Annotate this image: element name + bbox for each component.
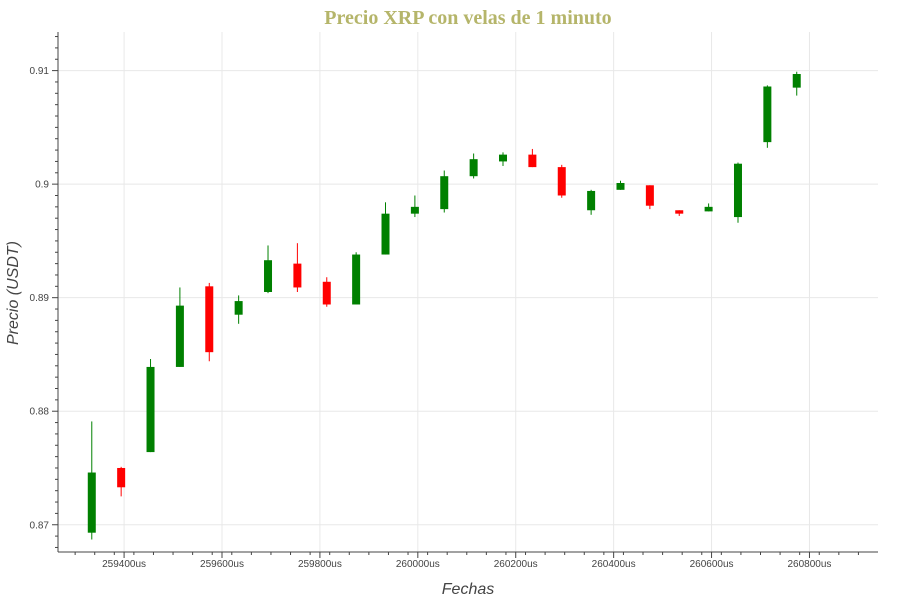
candle-body xyxy=(733,163,742,218)
candle xyxy=(381,202,390,255)
x-tick-label: 260800us xyxy=(787,559,831,570)
candle-body xyxy=(293,263,302,288)
y-axis-label: Precio (USDT) xyxy=(5,241,22,345)
candle-body xyxy=(234,301,243,315)
candle xyxy=(763,85,772,148)
candle xyxy=(352,252,361,305)
candle-body xyxy=(675,210,684,214)
x-tick-label: 260400us xyxy=(592,559,636,570)
candle xyxy=(587,189,596,215)
candle xyxy=(528,148,537,168)
candle-body xyxy=(264,260,273,292)
candle xyxy=(557,164,566,198)
candle xyxy=(175,287,184,367)
candle xyxy=(469,153,478,179)
candle xyxy=(146,358,155,453)
x-tick-label: 259600us xyxy=(200,559,244,570)
axes: 0.87 0.88 0.89 0.9 0.91 259400us 259600us 25980… xyxy=(30,32,878,570)
candle xyxy=(205,282,214,362)
candle-body xyxy=(87,472,96,533)
candle-body xyxy=(616,183,625,190)
y-tick-label: 0.88 xyxy=(30,407,50,418)
x-tick-label: 259400us xyxy=(102,559,146,570)
candle-body xyxy=(117,467,126,488)
candle xyxy=(322,277,331,307)
candle xyxy=(293,243,302,292)
x-axis-label: Fechas xyxy=(442,581,494,598)
candle xyxy=(234,295,243,324)
x-tick-label: 260600us xyxy=(690,559,734,570)
y-tick-label: 0.87 xyxy=(30,520,50,531)
candle-body xyxy=(440,176,449,210)
candle-body xyxy=(352,254,361,305)
candle-body xyxy=(792,74,801,88)
x-tick-label: 260200us xyxy=(494,559,538,570)
candle-body xyxy=(381,213,390,255)
grid xyxy=(58,32,878,552)
x-tick-label: 259800us xyxy=(298,559,342,570)
candle-body xyxy=(587,190,596,211)
candle xyxy=(117,466,126,497)
candle-body xyxy=(557,167,566,196)
y-tick-label: 0.9 xyxy=(35,180,49,191)
candle-body xyxy=(499,154,508,162)
candle-body xyxy=(645,185,654,206)
candle xyxy=(499,152,508,166)
candle xyxy=(440,170,449,213)
candle xyxy=(645,185,654,210)
candle xyxy=(616,180,625,190)
candle-body xyxy=(205,286,214,353)
y-tick-label: 0.89 xyxy=(30,293,50,304)
candle-body xyxy=(469,159,478,177)
candle xyxy=(704,203,713,212)
candle xyxy=(733,162,742,223)
candle-body xyxy=(704,206,713,212)
chart-title: Precio XRP con velas de 1 minuto xyxy=(324,7,611,29)
candle xyxy=(675,210,684,216)
candle-body xyxy=(763,86,772,143)
candle-body xyxy=(146,366,155,453)
candle-body xyxy=(410,206,419,214)
candle xyxy=(410,195,419,218)
y-tick-label: 0.91 xyxy=(30,66,50,77)
candle xyxy=(87,421,96,540)
candle-body xyxy=(322,281,331,305)
candle xyxy=(792,71,801,96)
candle-body xyxy=(175,305,184,367)
candle-body xyxy=(528,154,537,168)
x-tick-label: 260000us xyxy=(396,559,440,570)
candles xyxy=(87,71,801,540)
candle xyxy=(264,245,273,294)
